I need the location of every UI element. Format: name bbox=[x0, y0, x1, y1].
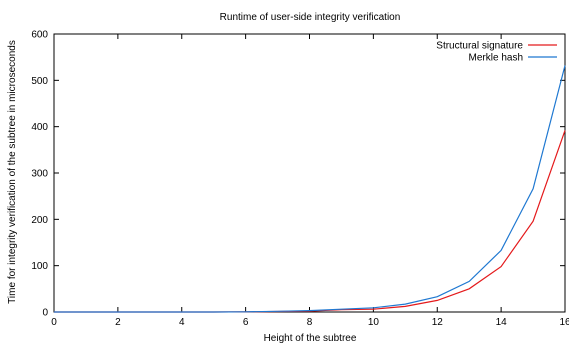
x-tick-label: 0 bbox=[51, 317, 57, 328]
y-tick-label: 500 bbox=[31, 76, 48, 87]
x-tick-label: 6 bbox=[243, 317, 249, 328]
y-tick-label: 100 bbox=[31, 261, 48, 272]
legend-label: Merkle hash bbox=[469, 53, 523, 64]
y-axis-label: Time for integrity verification of the s… bbox=[7, 40, 18, 304]
y-tick-label: 300 bbox=[31, 169, 48, 180]
x-tick-label: 14 bbox=[496, 317, 508, 328]
x-tick-label: 4 bbox=[179, 317, 185, 328]
x-tick-label: 12 bbox=[432, 317, 444, 328]
series-line-merkle-hash bbox=[54, 65, 566, 313]
x-tick-label: 10 bbox=[368, 317, 380, 328]
y-tick-label: 600 bbox=[31, 30, 48, 41]
y-tick-label: 400 bbox=[31, 122, 48, 133]
x-tick-label: 8 bbox=[307, 317, 313, 328]
y-tick-label: 0 bbox=[42, 308, 48, 319]
x-axis-label: Height of the subtree bbox=[264, 333, 357, 344]
x-tick-label: 2 bbox=[115, 317, 121, 328]
x-tick-label: 16 bbox=[559, 317, 569, 328]
plot-frame bbox=[53, 33, 566, 313]
y-tick-label: 200 bbox=[31, 215, 48, 226]
series-line-structural-signature bbox=[54, 130, 566, 313]
chart-title: Runtime of user-side integrity verificat… bbox=[220, 12, 401, 23]
legend-label: Structural signature bbox=[436, 41, 523, 52]
